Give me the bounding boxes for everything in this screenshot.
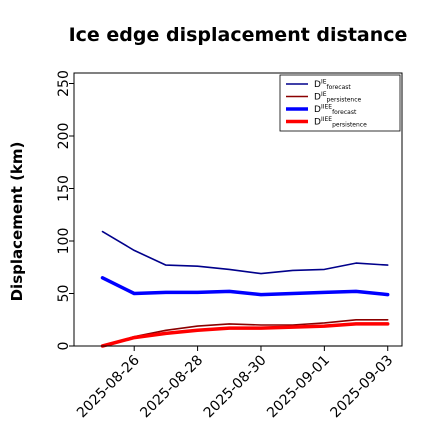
y-tick-label-5: 250	[56, 70, 72, 97]
y-tick-label-2: 100	[56, 228, 72, 255]
plot-frame	[73, 72, 403, 347]
y-tick-label-3: 150	[56, 175, 72, 202]
series-layer	[100, 230, 390, 348]
y-tick-label-0: 0	[56, 342, 72, 351]
series-line-3	[100, 322, 390, 348]
chart-title: Ice edge displacement distance	[68, 24, 408, 46]
legend-sup-3: IIEE	[321, 116, 332, 123]
legend-sup-1: IE	[321, 91, 327, 98]
y-tick-label-1: 50	[56, 285, 72, 303]
legend-sub-0: forecast	[327, 84, 352, 91]
series-line-2	[100, 276, 390, 297]
legend-sub-2: forecast	[332, 109, 357, 116]
legend-sup-0: IE	[321, 79, 327, 86]
series-line-1	[101, 318, 389, 347]
y-axis-label: Displacement (km)	[8, 142, 26, 302]
x-tick-label-3: 2025-09-01	[264, 352, 333, 421]
legend-sup-2: IIEE	[321, 104, 332, 111]
y-tick-label-4: 200	[56, 123, 72, 150]
legend-sub-1: persistence	[327, 97, 362, 104]
x-tick-label-2: 2025-08-30	[201, 352, 270, 421]
x-tick-label-4: 2025-09-03	[328, 352, 397, 421]
legend-sub-3: persistence	[332, 122, 367, 129]
x-tick-label-0: 2025-08-26	[74, 352, 143, 421]
legend: DIEforecastDIEpersistenceDIIEEforecastDI…	[279, 74, 401, 132]
series-line-0	[101, 230, 389, 275]
x-tick-label-1: 2025-08-28	[137, 352, 206, 421]
